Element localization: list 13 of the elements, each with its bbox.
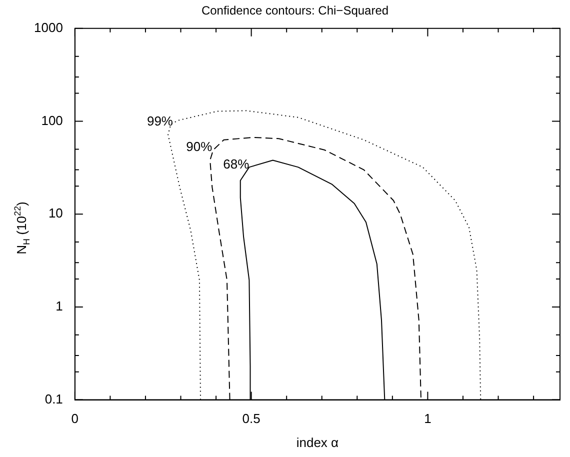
x-tick-label: 1 <box>424 411 432 426</box>
annotation: 68% <box>223 156 250 172</box>
y-tick-label: 100 <box>41 112 63 128</box>
y-tick-label: 10 <box>48 206 63 221</box>
x-tick-label: 0.5 <box>242 411 260 426</box>
y-tick-label: 1 <box>56 298 63 314</box>
y-tick-label: 1000 <box>34 20 63 35</box>
y-tick-label: 0.1 <box>44 391 63 406</box>
annotation: 99% <box>146 113 174 128</box>
chart-title: Confidence contours: Chi−Squared <box>201 4 389 18</box>
annotation: 90% <box>186 139 213 154</box>
x-tick-label: 0 <box>71 411 79 426</box>
x-axis-title: index α <box>296 434 340 450</box>
